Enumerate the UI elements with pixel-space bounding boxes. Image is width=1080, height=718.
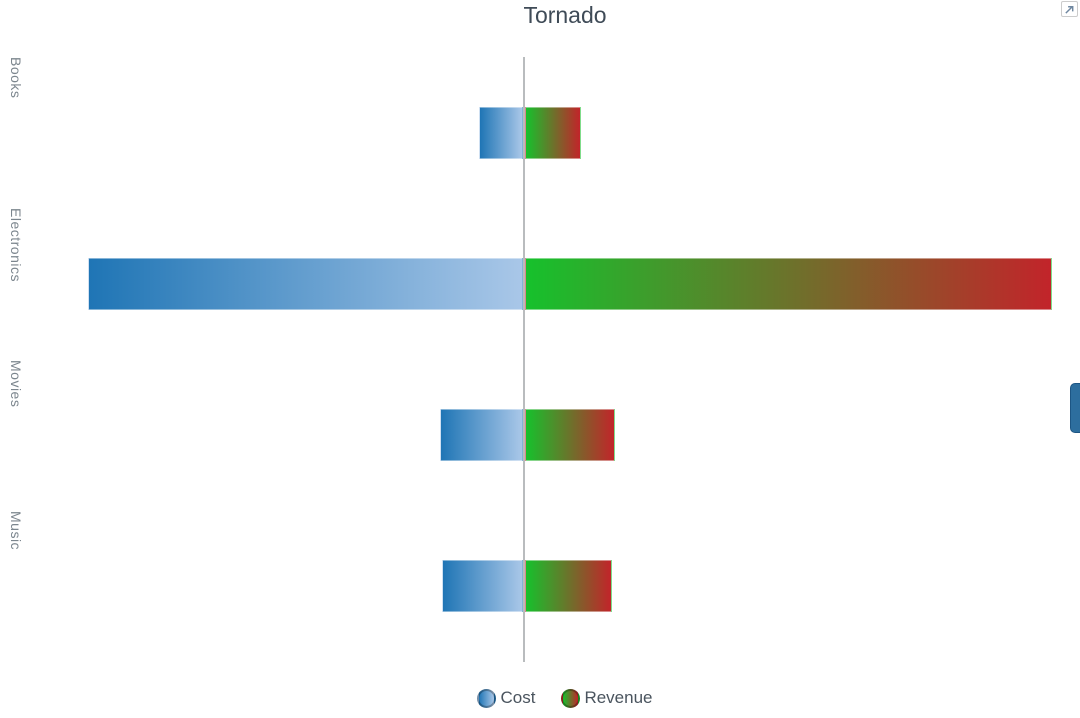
cost-bar[interactable] <box>479 106 523 159</box>
scroller-thumb[interactable] <box>1070 383 1080 433</box>
category-label: Movies <box>8 359 24 407</box>
category-row: Movies <box>8 360 1080 511</box>
legend: Cost Revenue <box>50 688 1080 708</box>
cost-bar[interactable] <box>440 409 523 462</box>
category-row: Electronics <box>8 208 1080 359</box>
expand-button[interactable] <box>1061 1 1078 17</box>
legend-item-revenue[interactable]: Revenue <box>561 688 653 708</box>
category-label: Books <box>8 57 24 99</box>
legend-label-revenue: Revenue <box>584 688 653 707</box>
chart-title: Tornado <box>523 2 607 28</box>
legend-item-cost[interactable]: Cost <box>477 688 535 708</box>
cost-series-marker-icon <box>477 688 497 708</box>
cost-bar[interactable] <box>442 560 523 613</box>
cost-bar[interactable] <box>88 257 523 310</box>
revenue-bar[interactable] <box>525 106 582 159</box>
revenue-bar[interactable] <box>525 409 616 462</box>
revenue-bar[interactable] <box>525 257 1052 310</box>
expand-arrow-icon <box>1065 5 1074 14</box>
legend-label-cost: Cost <box>500 688 536 707</box>
category-label: Music <box>8 510 24 550</box>
category-row: Books <box>8 57 1080 208</box>
category-label: Electronics <box>8 208 24 283</box>
plot-area: Books Electronics Movies Music <box>8 57 1080 662</box>
revenue-bar[interactable] <box>525 560 612 613</box>
revenue-series-marker-icon <box>561 688 581 708</box>
category-row: Music <box>8 511 1080 662</box>
baseline-axis <box>523 57 525 662</box>
